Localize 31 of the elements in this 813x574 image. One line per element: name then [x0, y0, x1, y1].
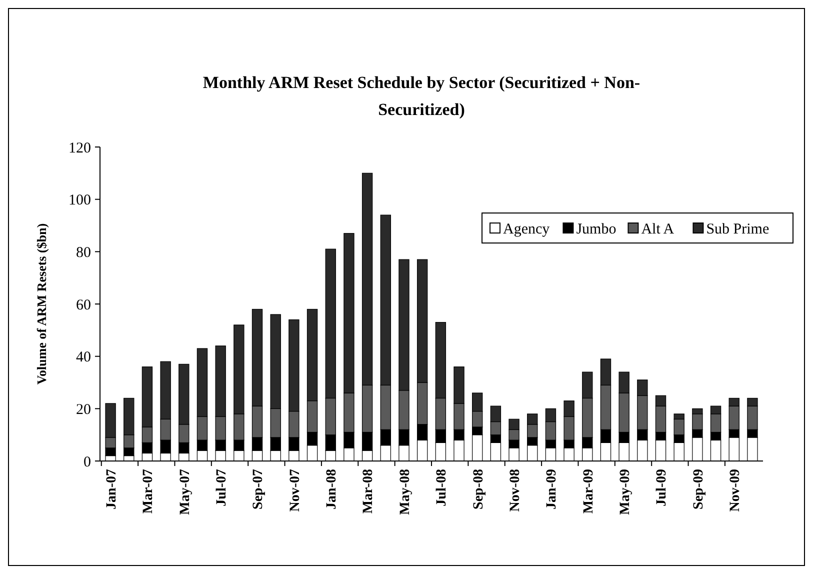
x-tick-label: May-08 [398, 469, 413, 515]
y-tick-label: 0 [84, 454, 91, 470]
x-tick-label: Mar-09 [581, 469, 596, 514]
legend-label: Jumbo [576, 221, 616, 238]
legend-label: Agency [503, 221, 550, 238]
x-tick-label: Sep-08 [471, 469, 486, 510]
x-tick-label: Jul-07 [214, 469, 230, 506]
chart-title: Monthly ARM Reset Schedule by Sector (Securitized + Non-Securitized) [202, 73, 640, 119]
x-tick-label: Nov-08 [508, 469, 523, 512]
x-tick-label: Nov-07 [288, 469, 303, 512]
x-tick-label: Jul-08 [434, 469, 450, 506]
x-tick-label: Mar-08 [361, 469, 376, 514]
y-tick-label: 40 [76, 350, 91, 366]
x-tick-label: Jan-08 [324, 469, 340, 510]
x-tick-label: Sep-09 [691, 469, 706, 510]
y-tick-label: 120 [68, 140, 91, 156]
y-tick-label: 20 [76, 402, 91, 418]
x-tick-label: Jan-09 [544, 469, 560, 510]
x-tick-label: Sep-07 [251, 469, 266, 510]
y-tick-label: 80 [76, 244, 91, 261]
x-tick-label: Mar-07 [141, 469, 156, 514]
x-tick-label: Nov-09 [728, 469, 744, 512]
x-tick-label: May-07 [178, 469, 193, 515]
legend-label: Alt A [641, 221, 674, 238]
y-axis-title: Volume of ARM Resets ($bn) [34, 223, 49, 385]
y-tick-label: 100 [68, 192, 91, 209]
y-tick-label: 60 [76, 297, 91, 314]
x-tick-label: Jul-09 [654, 469, 670, 506]
x-tick-label: May-09 [618, 469, 633, 515]
legend-label: Sub Prime [706, 221, 770, 238]
x-tick-label: Jan-07 [104, 469, 120, 510]
